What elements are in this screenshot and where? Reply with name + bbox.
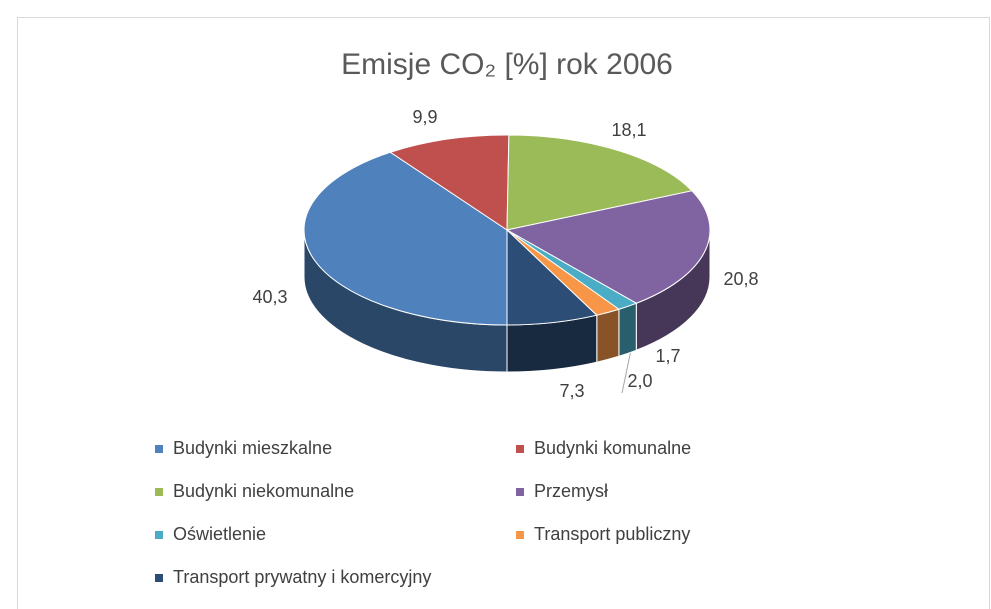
data-label: 9,9 [412, 107, 437, 127]
legend-swatch [516, 488, 524, 496]
data-label: 1,7 [655, 346, 680, 366]
legend-swatch [516, 445, 524, 453]
data-label: 20,8 [723, 269, 758, 289]
slice [506, 134, 693, 231]
legend-swatch [155, 531, 163, 539]
legend-label: Budynki komunalne [534, 438, 691, 458]
legend-swatch [155, 488, 163, 496]
legend-label: Oświetlenie [173, 524, 266, 544]
slice [506, 228, 598, 326]
slice [505, 190, 711, 304]
chart-title: Emisje CO₂ [%] rok 2006 [341, 48, 673, 81]
legend-label: Transport prywatny i komercyjny [173, 567, 431, 587]
legend-swatch [155, 445, 163, 453]
slice-side [618, 302, 637, 357]
legend-swatch [516, 531, 524, 539]
slice [303, 151, 508, 326]
legend-swatch [155, 574, 163, 582]
data-label: 18,1 [611, 120, 646, 140]
legend-label: Transport publiczny [534, 524, 690, 544]
data-label: 7,3 [559, 381, 584, 401]
legend-label: Budynki mieszkalne [173, 438, 332, 458]
leader-line [621, 349, 632, 394]
slice [389, 134, 510, 231]
slice-side [596, 308, 620, 363]
data-label: 2,0 [627, 371, 652, 391]
legend-label: Przemysł [534, 481, 608, 501]
data-label: 40,3 [252, 287, 287, 307]
legend-label: Budynki niekomunalne [173, 481, 354, 501]
